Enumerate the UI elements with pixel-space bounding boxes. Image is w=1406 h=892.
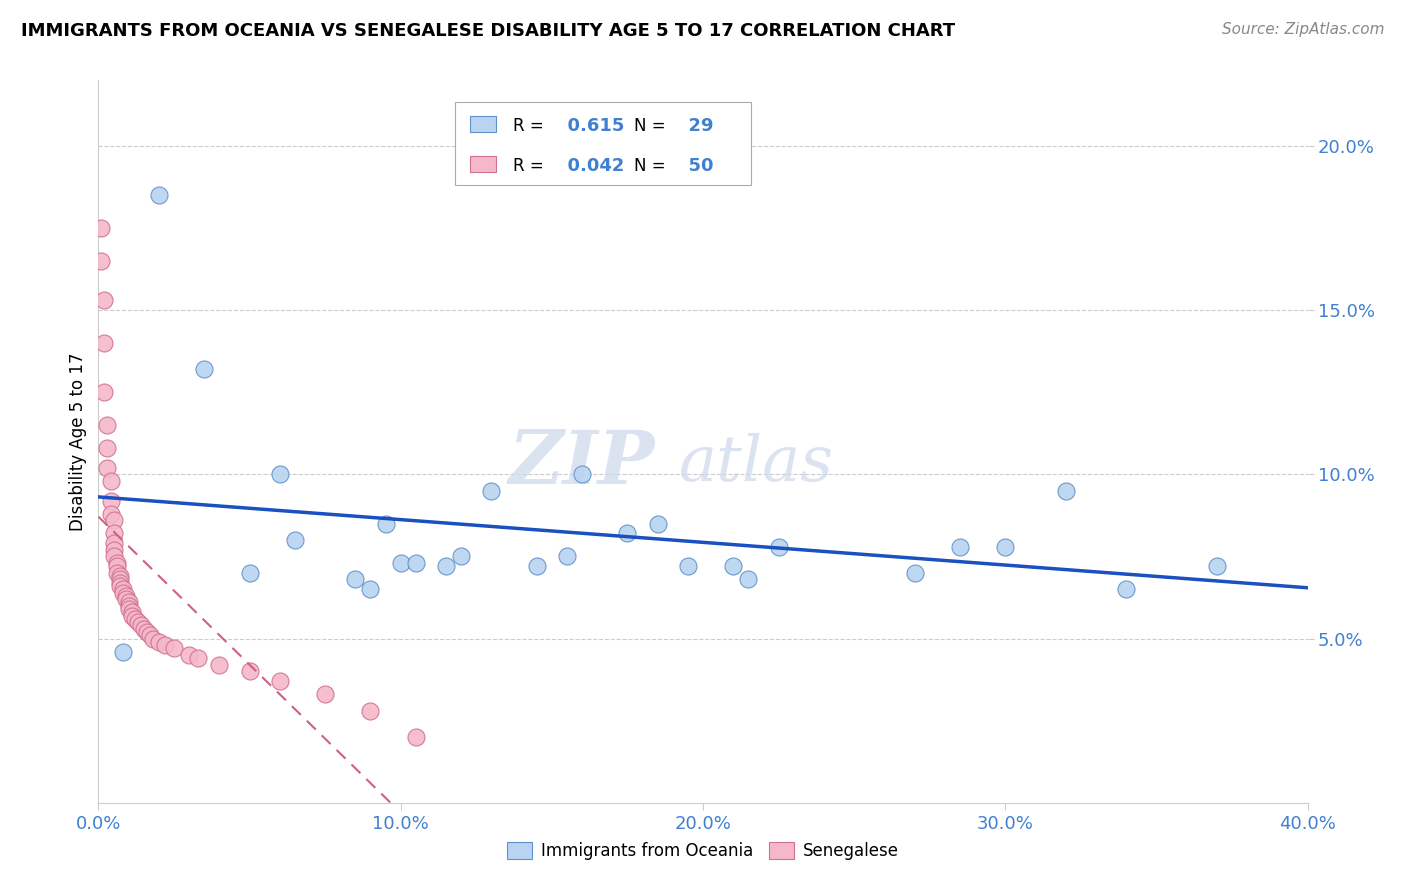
Point	[723, 559, 745, 574]
Point	[163, 641, 186, 656]
Y-axis label: Disability Age 5 to 17: Disability Age 5 to 17	[69, 352, 87, 531]
Legend: Immigrants from Oceania, Senegalese: Immigrants from Oceania, Senegalese	[501, 835, 905, 867]
Point	[994, 540, 1017, 554]
Point	[239, 665, 262, 679]
Point	[96, 441, 118, 455]
Point	[139, 628, 162, 642]
Point	[450, 549, 472, 564]
Point	[100, 474, 122, 488]
Point	[135, 625, 157, 640]
Point	[103, 536, 125, 550]
Point	[121, 605, 143, 619]
Point	[108, 573, 131, 587]
Point	[526, 559, 548, 574]
Bar	[470, 156, 496, 172]
Text: ZIP: ZIP	[509, 427, 655, 500]
Point	[127, 615, 149, 630]
Point	[132, 622, 155, 636]
Point	[105, 559, 128, 574]
Point	[93, 293, 115, 308]
Point	[314, 687, 336, 701]
Point	[105, 556, 128, 570]
Point	[434, 559, 457, 574]
Point	[114, 592, 136, 607]
Point	[153, 638, 176, 652]
Text: atlas: atlas	[679, 433, 834, 494]
Point	[111, 585, 134, 599]
Point	[555, 549, 578, 564]
Point	[616, 526, 638, 541]
Point	[108, 575, 131, 590]
Point	[103, 526, 125, 541]
Point	[571, 467, 593, 482]
Point	[193, 362, 215, 376]
Point	[124, 612, 146, 626]
Point	[108, 569, 131, 583]
Point	[737, 573, 759, 587]
Point	[239, 566, 262, 580]
Point	[96, 460, 118, 475]
Point	[105, 566, 128, 580]
Point	[647, 516, 669, 531]
Text: Source: ZipAtlas.com: Source: ZipAtlas.com	[1222, 22, 1385, 37]
Point	[100, 493, 122, 508]
Point	[405, 730, 427, 744]
Point	[90, 253, 112, 268]
Point	[103, 542, 125, 557]
Point	[121, 608, 143, 623]
Point	[187, 651, 209, 665]
Point	[949, 540, 972, 554]
Point	[768, 540, 790, 554]
FancyBboxPatch shape	[456, 102, 751, 185]
Text: R =: R =	[513, 117, 544, 135]
Text: R =: R =	[513, 157, 544, 175]
Point	[269, 674, 291, 689]
Point	[118, 595, 141, 609]
Point	[1206, 559, 1229, 574]
Point	[1054, 483, 1077, 498]
Point	[103, 513, 125, 527]
Point	[148, 635, 170, 649]
Point	[93, 336, 115, 351]
Text: IMMIGRANTS FROM OCEANIA VS SENEGALESE DISABILITY AGE 5 TO 17 CORRELATION CHART: IMMIGRANTS FROM OCEANIA VS SENEGALESE DI…	[21, 22, 955, 40]
Text: N =: N =	[634, 157, 665, 175]
Point	[118, 602, 141, 616]
Text: 50: 50	[676, 157, 714, 175]
Point	[93, 385, 115, 400]
Point	[1115, 582, 1137, 597]
Point	[676, 559, 699, 574]
Point	[111, 645, 134, 659]
Point	[148, 188, 170, 202]
Point	[114, 589, 136, 603]
Point	[360, 704, 382, 718]
Bar	[470, 117, 496, 132]
Point	[103, 549, 125, 564]
Point	[208, 657, 231, 672]
Point	[904, 566, 927, 580]
Point	[96, 418, 118, 433]
Point	[90, 221, 112, 235]
Point	[118, 599, 141, 613]
Point	[111, 582, 134, 597]
Point	[344, 573, 367, 587]
Point	[374, 516, 396, 531]
Text: 29: 29	[676, 117, 714, 135]
Point	[142, 632, 165, 646]
Point	[284, 533, 307, 547]
Point	[108, 579, 131, 593]
Point	[269, 467, 291, 482]
Text: 0.615: 0.615	[555, 117, 624, 135]
Point	[360, 582, 382, 597]
Point	[389, 556, 412, 570]
Point	[100, 507, 122, 521]
Point	[179, 648, 201, 662]
Point	[481, 483, 503, 498]
Point	[405, 556, 427, 570]
Point	[129, 618, 152, 632]
Text: N =: N =	[634, 117, 665, 135]
Text: 0.042: 0.042	[555, 157, 624, 175]
